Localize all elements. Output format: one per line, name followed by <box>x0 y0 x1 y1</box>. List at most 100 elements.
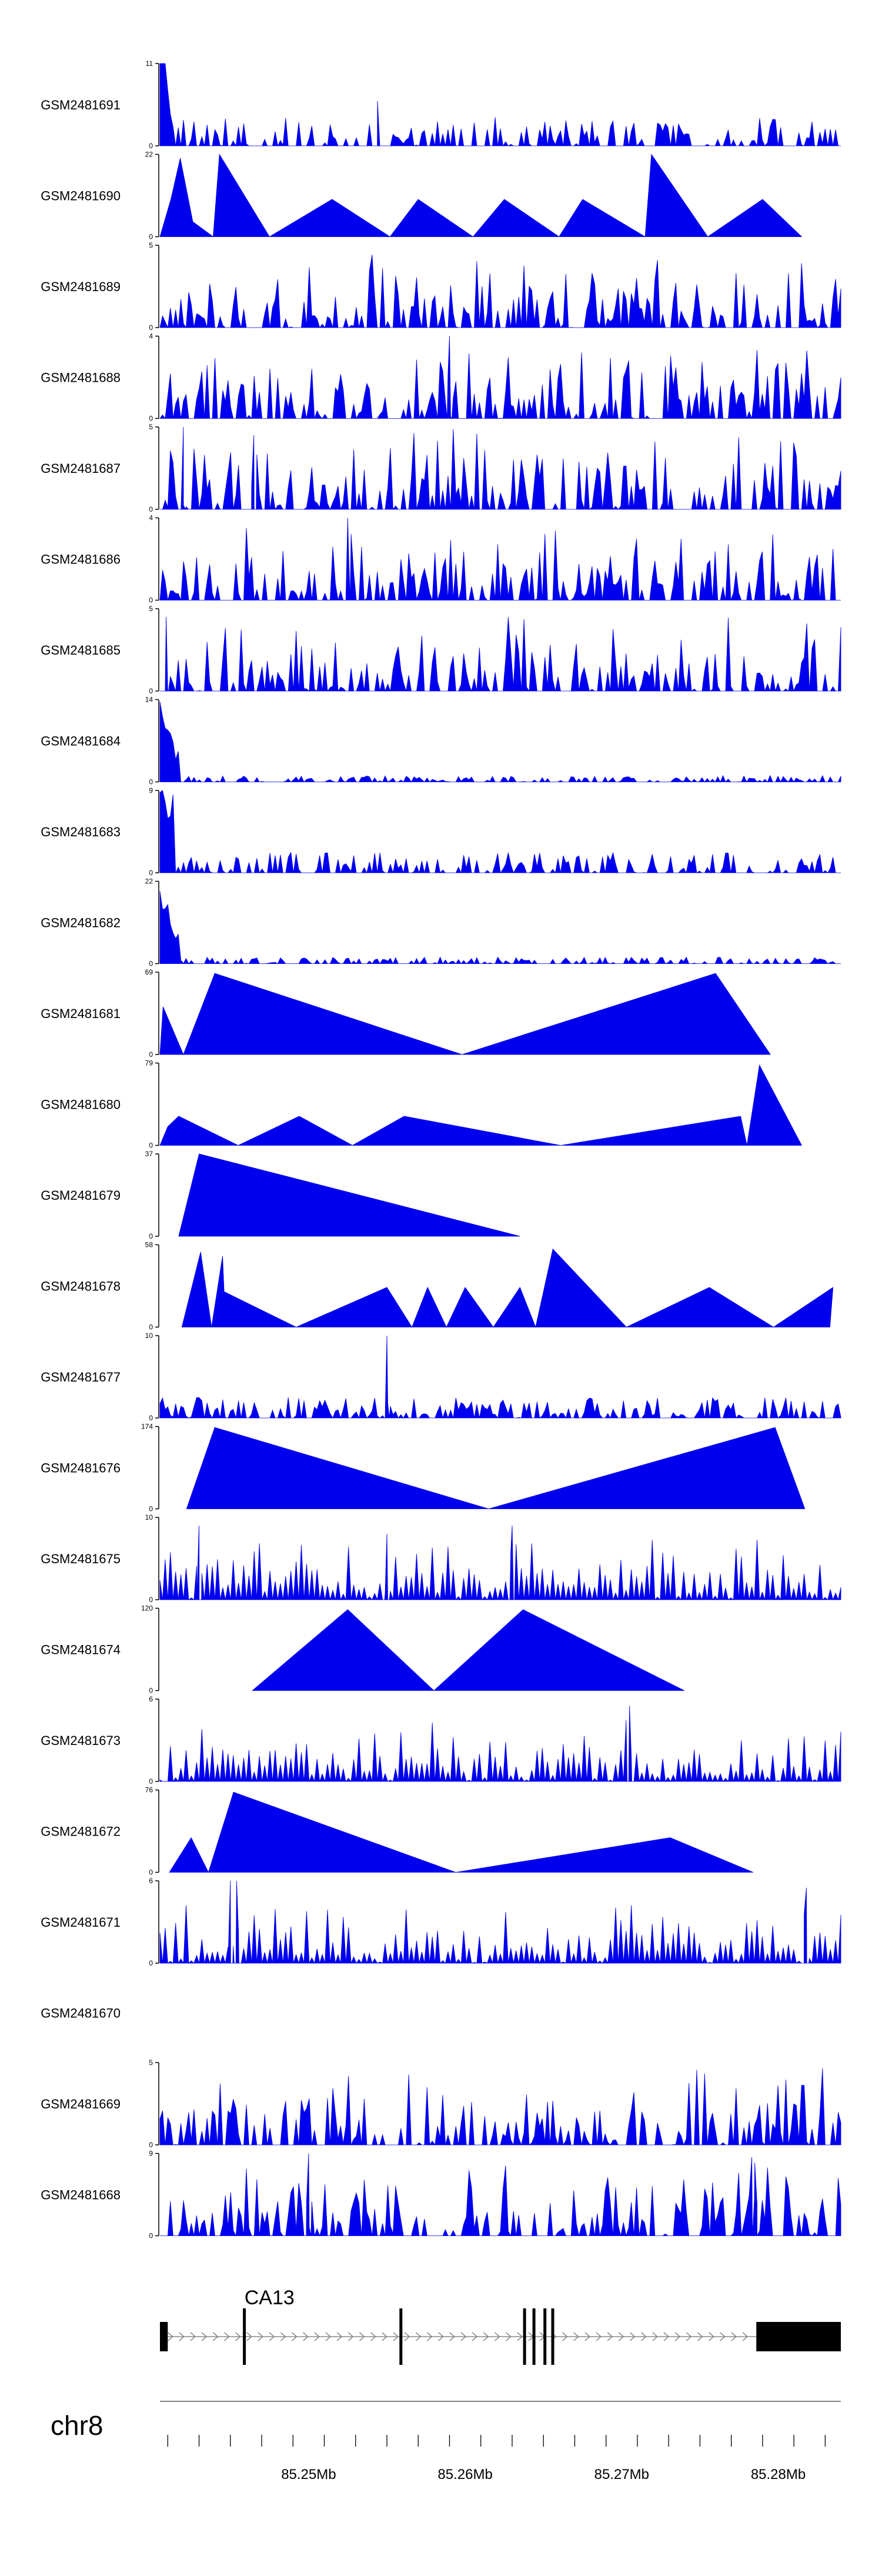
y-max-label: 76 <box>145 1786 153 1794</box>
track-label: GSM2481684 <box>41 734 121 749</box>
y-max-label: 6 <box>149 1695 153 1703</box>
strand-arrow <box>280 2332 286 2341</box>
signal-area <box>159 1706 841 1783</box>
chromosome-label: chr8 <box>51 2410 103 2441</box>
track-label: GSM2481672 <box>41 1824 121 1839</box>
track-label: GSM2481683 <box>41 825 121 839</box>
signal-area <box>178 1153 520 1237</box>
y-zero-label: 0 <box>149 1959 153 1967</box>
signal-area <box>160 616 841 692</box>
y-zero-label: 0 <box>149 142 153 150</box>
signal-area <box>160 426 841 510</box>
y-zero-label: 0 <box>149 1687 153 1695</box>
gene-model-CA13: CA13 <box>160 2287 841 2365</box>
strand-arrow <box>596 2332 602 2341</box>
signal-area <box>186 1427 806 1509</box>
y-max-label: 174 <box>141 1423 153 1431</box>
track-GSM2481672: GSM2481672 76 0 <box>41 1786 754 1877</box>
strand-arrow <box>517 2332 523 2341</box>
track-GSM2481682: GSM2481682 22 0 <box>41 877 841 968</box>
y-zero-label: 0 <box>149 687 153 695</box>
track-GSM2481689: GSM2481689 5 0 <box>41 241 841 332</box>
strand-arrow <box>641 2332 647 2341</box>
y-zero-label: 0 <box>149 2232 153 2240</box>
track-label: GSM2481679 <box>41 1188 121 1203</box>
y-zero-label: 0 <box>149 778 153 786</box>
strand-arrow <box>720 2332 726 2341</box>
strand-arrow <box>472 2332 478 2341</box>
strand-arrow <box>168 2332 173 2341</box>
signal-area <box>159 891 841 965</box>
signal-area <box>159 336 841 419</box>
strand-arrow <box>415 2332 422 2341</box>
y-max-label: 22 <box>145 877 153 886</box>
y-max-label: 4 <box>149 332 153 341</box>
track-GSM2481670: GSM2481670 <box>41 2006 121 2021</box>
strand-arrow <box>303 2332 309 2341</box>
genome-axis: chr8 85.25Mb 85.26Mb 85.27Mb 85.28Mb <box>51 2401 841 2482</box>
y-zero-label: 0 <box>149 1777 153 1786</box>
track-label: GSM2481677 <box>41 1370 121 1384</box>
gene-name-label: CA13 <box>245 2287 295 2309</box>
strand-arrow <box>460 2332 467 2341</box>
y-max-label: 11 <box>146 59 153 68</box>
y-zero-label: 0 <box>149 233 153 241</box>
x-tick-label: 85.28Mb <box>751 2467 806 2482</box>
track-GSM2481673: GSM2481673 6 0 <box>41 1695 841 1786</box>
signal-area <box>159 702 841 783</box>
strand-arrow <box>212 2332 219 2341</box>
strand-arrow <box>348 2332 354 2341</box>
y-zero-label: 0 <box>149 1050 153 1059</box>
y-max-label: 37 <box>145 1150 153 1158</box>
track-GSM2481680: GSM2481680 79 0 <box>41 1059 803 1150</box>
y-zero-label: 0 <box>149 323 153 332</box>
strand-arrow <box>674 2332 681 2341</box>
strand-arrow <box>686 2332 692 2341</box>
track-GSM2481669: GSM2481669 5 0 <box>41 2058 841 2149</box>
strand-arrow <box>562 2332 568 2341</box>
track-GSM2481691: GSM2481691 11 0 <box>41 59 841 150</box>
exon <box>543 2308 547 2365</box>
y-max-label: 10 <box>145 1513 153 1521</box>
signal-area <box>159 1335 841 1419</box>
y-max-label: 5 <box>149 423 153 431</box>
signal-area <box>159 154 803 238</box>
y-zero-label: 0 <box>149 1142 153 1150</box>
y-zero-label: 0 <box>149 1232 153 1240</box>
track-label: GSM2481671 <box>41 1915 121 1930</box>
y-max-label: 22 <box>145 151 153 159</box>
track-GSM2481668: GSM2481668 9 0 <box>41 2150 841 2240</box>
track-label: GSM2481690 <box>41 189 121 203</box>
strand-arrow <box>223 2332 230 2341</box>
track-label: GSM2481674 <box>41 1643 121 1657</box>
signal-area <box>169 1791 754 1873</box>
signal-area <box>159 63 841 147</box>
strand-arrow <box>731 2332 737 2341</box>
strand-arrow <box>190 2332 196 2341</box>
track-label: GSM2481680 <box>41 1097 121 1112</box>
strand-arrow <box>584 2332 590 2341</box>
strand-arrow <box>652 2332 658 2341</box>
strand-arrow <box>506 2332 512 2341</box>
y-zero-label: 0 <box>149 415 153 423</box>
strand-arrow <box>404 2332 410 2341</box>
x-tick-label: 85.25Mb <box>281 2467 336 2482</box>
strand-arrow <box>573 2332 579 2341</box>
track-GSM2481678: GSM2481678 58 0 <box>41 1241 834 1332</box>
strand-arrow <box>618 2332 624 2341</box>
track-GSM2481683: GSM2481683 9 0 <box>41 786 841 877</box>
strand-arrow <box>201 2332 208 2341</box>
y-max-label: 120 <box>141 1604 153 1613</box>
y-max-label: 6 <box>149 1877 153 1885</box>
strand-arrow <box>663 2332 670 2341</box>
y-zero-label: 0 <box>149 596 153 605</box>
x-tick-label: 85.27Mb <box>594 2467 649 2482</box>
signal-area <box>159 1525 841 1601</box>
y-max-label: 5 <box>149 605 153 613</box>
signal-area <box>181 1248 834 1328</box>
track-GSM2481671: GSM2481671 6 0 <box>41 1877 841 1967</box>
exon <box>756 2322 841 2351</box>
exon <box>523 2308 526 2365</box>
exon <box>160 2322 168 2351</box>
